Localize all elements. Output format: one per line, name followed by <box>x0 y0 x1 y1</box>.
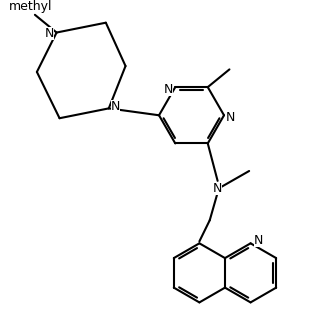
Text: N: N <box>213 182 222 195</box>
Text: N: N <box>111 100 120 113</box>
Text: methyl: methyl <box>9 0 53 13</box>
Text: N: N <box>164 83 173 96</box>
Text: N: N <box>254 234 263 247</box>
Text: N: N <box>226 111 236 124</box>
Text: N: N <box>45 27 54 40</box>
